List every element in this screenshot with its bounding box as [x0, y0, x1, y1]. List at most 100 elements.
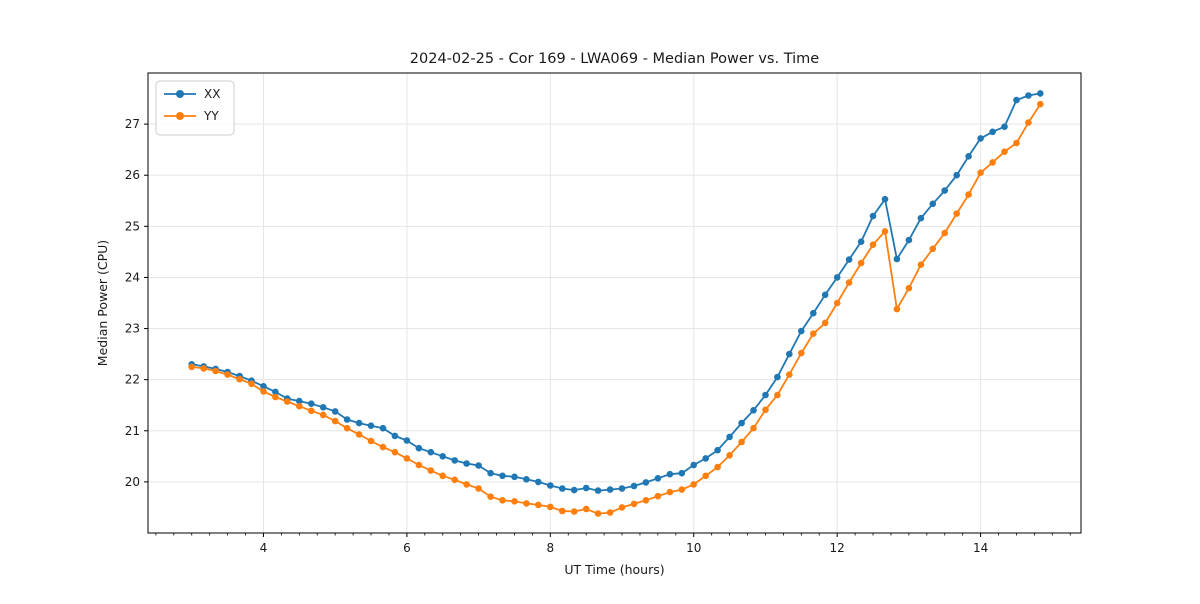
data-point: [678, 486, 686, 493]
data-point: [188, 363, 195, 371]
data-point: [654, 475, 662, 482]
data-point: [1001, 123, 1008, 130]
data-point: [379, 424, 387, 432]
data-point: [606, 509, 614, 516]
y-tick-label: 24: [125, 270, 140, 284]
data-point: [511, 473, 518, 481]
data-point: [774, 391, 781, 399]
data-point: [714, 446, 721, 454]
data-point: [1001, 148, 1008, 155]
data-point: [989, 128, 996, 136]
data-point: [355, 419, 363, 427]
x-tick-label: 12: [830, 541, 845, 555]
data-point: [487, 493, 494, 501]
data-point: [343, 424, 351, 432]
data-point: [917, 261, 925, 269]
data-point: [284, 398, 291, 405]
data-series: [188, 90, 1044, 517]
data-point: [594, 510, 602, 517]
data-point: [690, 481, 697, 488]
x-tick-label: 14: [973, 541, 988, 555]
data-point: [881, 195, 889, 203]
data-point: [750, 424, 757, 432]
data-point: [905, 284, 913, 292]
legend-box: [155, 80, 235, 136]
y-tick-label: 21: [125, 424, 140, 438]
data-point: [726, 433, 733, 441]
data-point: [821, 291, 829, 299]
y-tick-label: 27: [125, 117, 140, 131]
data-point: [798, 327, 805, 335]
data-point: [642, 479, 650, 486]
data-point: [511, 498, 518, 505]
x-axis-ticks: 4 6 8 10 12 14: [155, 533, 1071, 555]
data-point: [977, 135, 984, 142]
data-point: [965, 191, 972, 198]
data-point: [762, 406, 769, 414]
data-point: [869, 212, 877, 220]
data-point: [415, 461, 423, 469]
data-point: [319, 404, 327, 411]
data-point: [1025, 119, 1032, 126]
data-point: [367, 437, 375, 445]
data-point: [989, 159, 996, 166]
data-point: [917, 214, 925, 222]
data-point: [391, 448, 399, 456]
data-point: [355, 431, 363, 438]
data-point: [260, 388, 267, 395]
data-point: [582, 484, 590, 492]
data-point: [738, 419, 745, 427]
data-point: [343, 416, 351, 423]
data-point: [845, 279, 853, 286]
data-point: [606, 486, 614, 493]
data-point: [331, 417, 339, 425]
data-point: [893, 305, 901, 313]
data-point: [666, 470, 674, 478]
legend-marker: [176, 112, 184, 120]
data-point: [236, 375, 243, 383]
data-point: [941, 187, 948, 194]
data-point: [965, 153, 972, 160]
y-tick-label: 23: [125, 322, 140, 336]
data-point: [523, 476, 530, 483]
y-tick-label: 25: [125, 219, 140, 233]
data-point: [618, 504, 626, 511]
data-point: [750, 407, 757, 414]
data-point: [224, 371, 231, 378]
data-point: [547, 503, 554, 511]
data-point: [296, 402, 303, 410]
data-point: [559, 485, 566, 492]
data-point: [678, 469, 686, 477]
data-point: [463, 460, 470, 467]
data-point: [594, 487, 602, 494]
y-tick-label: 20: [125, 475, 140, 489]
data-point: [929, 245, 937, 253]
data-point: [738, 438, 745, 446]
series-line: [191, 103, 1042, 515]
series-yy: [188, 100, 1044, 517]
data-point: [559, 507, 566, 515]
data-point: [833, 274, 841, 281]
data-point: [331, 408, 339, 415]
legend-label-xx: XX: [204, 87, 220, 101]
data-point: [475, 485, 482, 492]
data-point: [857, 259, 865, 267]
data-point: [810, 309, 817, 317]
data-point: [427, 467, 435, 474]
data-point: [786, 350, 793, 358]
data-point: [319, 411, 327, 419]
data-point: [272, 393, 279, 401]
chart-title: 2024-02-25 - Cor 169 - LWA069 - Median P…: [410, 51, 819, 67]
data-point: [535, 478, 542, 486]
data-point: [1013, 139, 1020, 147]
data-point: [499, 472, 506, 480]
data-point: [212, 367, 219, 375]
y-axis-label: Median Power (CPU): [95, 240, 110, 366]
data-point: [308, 407, 315, 415]
legend-label-yy: YY: [203, 109, 219, 123]
data-point: [702, 455, 709, 462]
data-point: [296, 397, 303, 405]
data-point: [379, 443, 387, 451]
data-point: [427, 448, 435, 456]
